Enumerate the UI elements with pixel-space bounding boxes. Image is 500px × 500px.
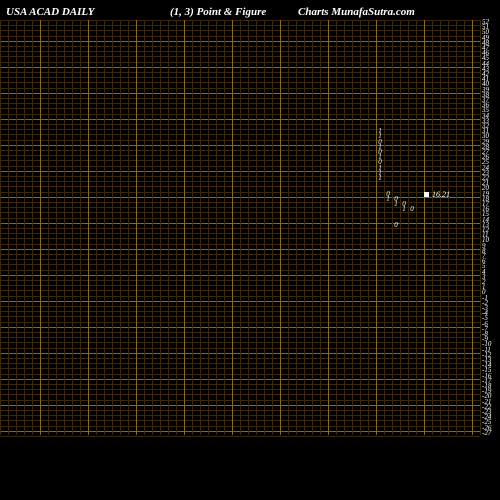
- point-figure-marks: 11010101110101010016.21: [0, 20, 480, 435]
- pf-mark: 1: [392, 202, 400, 207]
- chart-title-type: (1, 3) Point & Figure: [170, 6, 266, 18]
- last-price-box-icon: [424, 192, 429, 197]
- chart-title-source: Charts MunafaSutra.com: [298, 6, 415, 18]
- chart-title-symbol: USA ACAD DAILY: [6, 6, 94, 18]
- pf-mark: 1: [384, 197, 392, 202]
- y-axis-label: -27: [482, 431, 498, 436]
- y-axis: 5251504948474645444342414039383736353433…: [482, 20, 498, 435]
- last-price-marker: 16.21: [424, 191, 450, 199]
- pf-mark: 1: [400, 207, 408, 212]
- pf-mark: 0: [392, 223, 400, 228]
- pf-mark: 0: [408, 207, 416, 212]
- pf-mark: 1: [376, 176, 384, 181]
- last-price-value: 16.21: [432, 190, 450, 199]
